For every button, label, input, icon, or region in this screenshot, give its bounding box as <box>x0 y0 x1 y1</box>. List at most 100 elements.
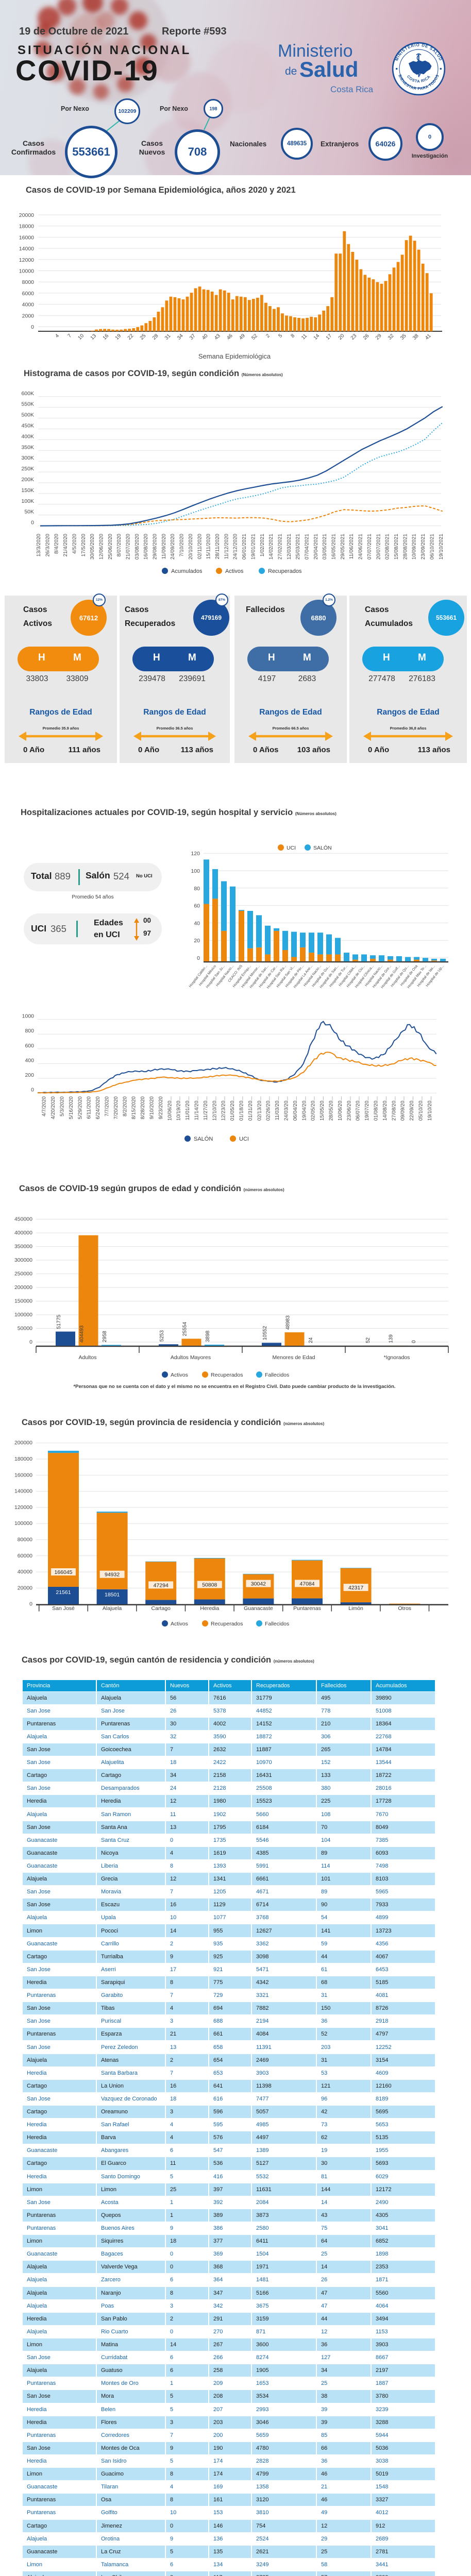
svg-text:1/02/2021: 1/02/2021 <box>260 534 265 557</box>
svg-text:100: 100 <box>191 868 200 874</box>
svg-text:8/4/2020: 8/4/2020 <box>54 534 60 554</box>
svg-text:7/7/2020: 7/7/2020 <box>105 1096 110 1116</box>
svg-text:Adultos Mayores: Adultos Mayores <box>171 1354 211 1361</box>
svg-text:47294: 47294 <box>154 1582 169 1588</box>
svg-text:Heredia: Heredia <box>200 1605 219 1612</box>
svg-text:11: 11 <box>300 333 308 341</box>
svg-text:14/08/20...: 14/08/20... <box>382 1096 388 1121</box>
svg-text:19/07/20...: 19/07/20... <box>364 1096 370 1121</box>
svg-text:300000: 300000 <box>14 1257 32 1263</box>
svg-text:11/09/2020: 11/09/2020 <box>161 534 167 560</box>
svg-text:6/24/2020: 6/24/2020 <box>95 1096 101 1120</box>
svg-text:SALÓN: SALÓN <box>313 844 332 851</box>
svg-text:5/3/2020: 5/3/2020 <box>60 1096 65 1116</box>
svg-text:Puntarenas: Puntarenas <box>293 1605 321 1612</box>
svg-text:600: 600 <box>25 1043 34 1049</box>
svg-text:11/03/20...: 11/03/20... <box>275 1096 280 1121</box>
svg-text:12/23/20...: 12/23/20... <box>221 1096 227 1121</box>
svg-text:20/10/2020: 20/10/2020 <box>188 534 194 560</box>
svg-text:14: 14 <box>313 333 321 341</box>
svg-text:32: 32 <box>387 333 395 341</box>
svg-text:0: 0 <box>29 1601 32 1607</box>
svg-text:40: 40 <box>201 333 209 341</box>
svg-text:100000: 100000 <box>14 1312 32 1318</box>
svg-text:28/08/2021: 28/08/2021 <box>402 534 408 560</box>
svg-text:Menores de Edad: Menores de Edad <box>273 1354 315 1361</box>
svg-text:Adultos: Adultos <box>78 1354 96 1361</box>
svg-text:1000: 1000 <box>22 1013 35 1020</box>
svg-text:24/12/2020: 24/12/2020 <box>233 534 239 560</box>
svg-text:21/4/2020: 21/4/2020 <box>63 534 69 557</box>
svg-text:80: 80 <box>194 886 200 892</box>
svg-text:52: 52 <box>250 333 259 341</box>
svg-text:13: 13 <box>90 333 98 341</box>
svg-text:Activos: Activos <box>225 568 244 574</box>
svg-text:50000: 50000 <box>18 1326 32 1332</box>
svg-text:10552: 10552 <box>262 1326 268 1340</box>
svg-text:200K: 200K <box>21 477 34 483</box>
svg-text:38: 38 <box>412 333 420 341</box>
svg-text:12/03/2021: 12/03/2021 <box>287 534 292 560</box>
svg-text:10: 10 <box>77 333 85 341</box>
svg-text:30/05/2020: 30/05/2020 <box>90 534 95 560</box>
svg-text:3898: 3898 <box>205 1330 211 1342</box>
svg-text:21561: 21561 <box>56 1589 71 1596</box>
svg-text:24: 24 <box>308 1337 314 1343</box>
svg-text:180000: 180000 <box>14 1456 32 1462</box>
svg-text:25/06/2020: 25/06/2020 <box>108 534 113 560</box>
svg-text:01/31/20...: 01/31/20... <box>248 1096 254 1121</box>
svg-text:6000: 6000 <box>22 291 35 297</box>
svg-text:19/04/20...: 19/04/20... <box>301 1096 307 1121</box>
svg-text:UCI: UCI <box>239 1136 249 1142</box>
svg-text:8000: 8000 <box>22 279 35 285</box>
svg-text:550K: 550K <box>21 401 34 408</box>
svg-text:Recuperados: Recuperados <box>268 568 302 574</box>
svg-text:9/23/2020: 9/23/2020 <box>158 1096 164 1120</box>
svg-text:49: 49 <box>238 333 246 341</box>
svg-text:12/06/2020: 12/06/2020 <box>99 534 105 560</box>
svg-text:20: 20 <box>194 938 200 944</box>
svg-text:24/06/2021: 24/06/2021 <box>358 534 364 560</box>
svg-text:0: 0 <box>31 1087 34 1093</box>
svg-text:2958: 2958 <box>102 1331 108 1343</box>
svg-text:6/11/2020: 6/11/2020 <box>87 1096 92 1119</box>
svg-text:50K: 50K <box>24 509 34 515</box>
svg-text:10/19/20...: 10/19/20... <box>176 1096 182 1121</box>
svg-text:20000: 20000 <box>18 1585 32 1591</box>
svg-text:5: 5 <box>277 333 283 339</box>
svg-text:250000: 250000 <box>14 1271 32 1277</box>
svg-text:12/10/20...: 12/10/20... <box>212 1096 217 1121</box>
svg-text:11/27/20...: 11/27/20... <box>203 1096 209 1121</box>
svg-text:404493: 404493 <box>79 1325 85 1343</box>
svg-text:50808: 50808 <box>202 1582 217 1588</box>
svg-text:14/02/2021: 14/02/2021 <box>268 534 274 560</box>
svg-text:Cartago: Cartago <box>152 1605 171 1612</box>
svg-text:350000: 350000 <box>14 1244 32 1250</box>
svg-text:17/5/2020: 17/5/2020 <box>81 534 87 557</box>
svg-text:02/13/20...: 02/13/20... <box>257 1096 262 1121</box>
svg-text:8: 8 <box>290 333 296 339</box>
svg-text:4/5/2020: 4/5/2020 <box>72 534 77 554</box>
svg-text:06/04/20...: 06/04/20... <box>293 1096 298 1121</box>
svg-text:7/20/2020: 7/20/2020 <box>113 1096 119 1120</box>
svg-text:5253: 5253 <box>159 1330 165 1342</box>
svg-text:02/26/20...: 02/26/20... <box>266 1096 272 1121</box>
svg-text:51775: 51775 <box>56 1314 62 1329</box>
svg-text:41: 41 <box>424 333 432 341</box>
svg-text:*Personas que no se cuenta con: *Personas que no se cuenta con el dato y… <box>73 1384 395 1389</box>
svg-text:07/04/2021: 07/04/2021 <box>305 534 310 560</box>
svg-text:0: 0 <box>31 520 34 526</box>
svg-text:8/2/2020: 8/2/2020 <box>122 1096 128 1116</box>
svg-text:Fallecidos: Fallecidos <box>265 1621 289 1627</box>
svg-text:Limón: Limón <box>348 1605 363 1612</box>
svg-text:0: 0 <box>29 1339 32 1345</box>
svg-text:18501: 18501 <box>105 1592 120 1598</box>
svg-text:40000: 40000 <box>18 1569 32 1575</box>
svg-text:Guanacaste: Guanacaste <box>244 1605 273 1612</box>
svg-text:60: 60 <box>194 903 200 909</box>
svg-text:21/07/2020: 21/07/2020 <box>126 534 131 560</box>
svg-text:11/12/2020: 11/12/2020 <box>224 534 229 560</box>
svg-text:9/10/2020: 9/10/2020 <box>149 1096 155 1120</box>
svg-text:Recuperados: Recuperados <box>211 1372 243 1378</box>
svg-text:2: 2 <box>265 333 271 339</box>
